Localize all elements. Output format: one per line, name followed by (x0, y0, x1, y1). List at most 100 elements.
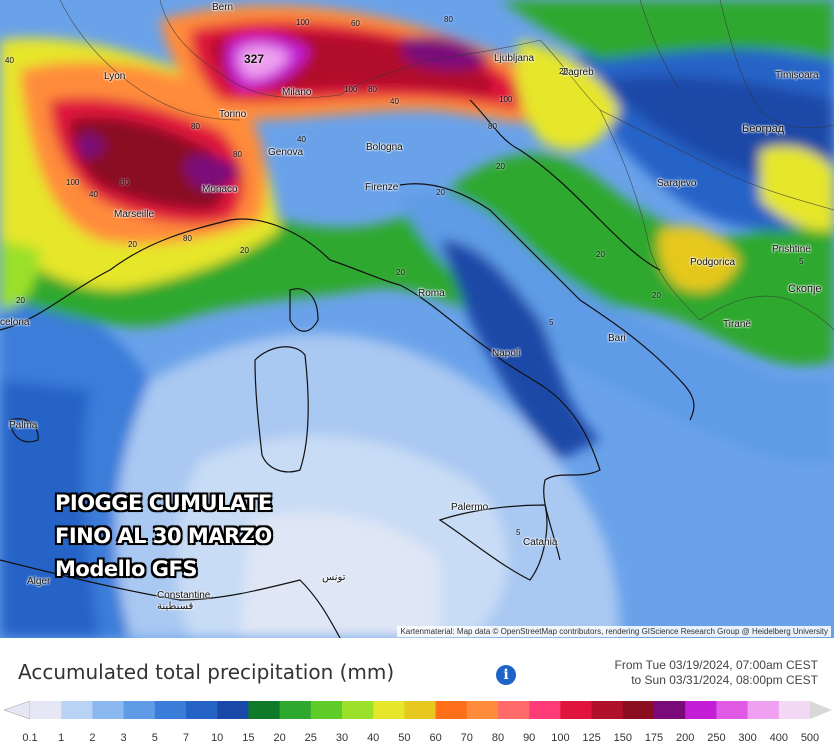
contour-label: 80 (488, 122, 497, 131)
contour-label: 5 (516, 528, 521, 537)
map-attribution[interactable]: Kartenmaterial: Map data © OpenStreetMap… (397, 626, 831, 637)
date-range-to: to Sun 03/31/2024, 08:00pm CEST (631, 673, 818, 687)
city-label-milano: Milano (282, 87, 312, 98)
scale-label: 100 (551, 732, 569, 744)
date-range: From Tue 03/19/2024, 07:00am CEST to Sun… (615, 658, 818, 688)
scale-label: 15 (242, 732, 254, 744)
date-range-from: From Tue 03/19/2024, 07:00am CEST (614, 658, 818, 672)
scale-label: 7 (183, 732, 189, 744)
city-label-tunis: تونس (322, 572, 346, 583)
city-label-roma: Roma (418, 288, 445, 299)
scale-arrow-right (810, 701, 832, 719)
scale-swatch (654, 701, 686, 719)
contour-label: 100 (344, 85, 358, 94)
legend-panel: Accumulated total precipitation (mm) Fro… (0, 638, 834, 748)
precipitation-map[interactable]: Bern Lyon Torino Milano Genova Monaco Ma… (0, 0, 834, 638)
contour-label: 80 (444, 15, 453, 24)
contour-label: 20 (240, 246, 249, 255)
scale-swatch (279, 701, 312, 719)
legend-title: Accumulated total precipitation (mm) (18, 660, 395, 684)
scale-label: 25 (305, 732, 317, 744)
contour-label: 327 (244, 52, 265, 66)
scale-label: 70 (461, 732, 473, 744)
city-label-beograd: Београд (742, 123, 785, 135)
scale-label: 150 (614, 732, 632, 744)
scale-label: 50 (398, 732, 410, 744)
contour-label: 100 (296, 18, 310, 27)
contour-label: 20 (436, 188, 445, 197)
scale-label: 30 (336, 732, 348, 744)
scale-swatch (560, 701, 593, 719)
scale-swatch (778, 701, 811, 719)
contour-label: 80 (120, 178, 129, 187)
city-label-catania: Catania (523, 537, 558, 548)
contour-label: 60 (351, 19, 360, 28)
scale-swatch (591, 701, 624, 719)
city-label-sarajevo: Sarajevo (657, 178, 697, 189)
info-icon[interactable]: i (496, 665, 516, 685)
precipitation-map-graphic (0, 0, 834, 638)
scale-swatch (123, 701, 156, 719)
city-label-bern: Bern (212, 2, 234, 13)
contour-label: 20 (652, 291, 661, 300)
scale-swatch (154, 701, 187, 719)
scale-swatch (186, 701, 218, 719)
scale-swatch (310, 701, 343, 719)
scale-label: 5 (152, 732, 158, 744)
scale-label: 250 (707, 732, 725, 744)
city-label-genova: Genova (268, 147, 304, 158)
scale-arrow-left (3, 700, 31, 720)
contour-label: 20 (396, 268, 405, 277)
overlay-line-2: FINO AL 30 MARZO (55, 524, 272, 548)
scale-label: 1 (58, 732, 64, 744)
city-label-lyon: Lyon (104, 71, 126, 82)
contour-label: 40 (297, 135, 306, 144)
scale-label: 20 (273, 732, 285, 744)
scale-label: 175 (645, 732, 663, 744)
city-label-monaco: Monaco (202, 184, 238, 195)
overlay-line-3: Modello GFS (55, 557, 197, 581)
scale-swatch (30, 701, 62, 719)
city-label-torino: Torino (219, 109, 247, 120)
scale-swatch (747, 701, 780, 719)
city-label-prishtine: Prishtinë (772, 244, 811, 255)
city-label-barcelona: celona (0, 317, 30, 328)
city-label-napoli: Napoli (492, 348, 521, 359)
contour-label: 40 (5, 56, 14, 65)
city-label-palma: Palma (9, 420, 38, 431)
contour-label: 20 (128, 240, 137, 249)
scale-swatch (466, 701, 499, 719)
contour-label: 20 (496, 162, 505, 171)
scale-swatch (404, 701, 437, 719)
contour-label: 20 (596, 250, 605, 259)
scale-label: 2 (89, 732, 95, 744)
scale-label: 90 (523, 732, 535, 744)
scale-swatch (373, 701, 405, 719)
scale-swatch (529, 701, 561, 719)
contour-label: 20 (16, 296, 25, 305)
scale-label: 10 (211, 732, 223, 744)
map-overlay-title: PIOGGE CUMULATE FINO AL 30 MARZO Modello… (55, 487, 272, 586)
scale-label: 40 (367, 732, 379, 744)
city-label-tirane: Tiranë (723, 319, 751, 330)
contour-label: 80 (191, 122, 200, 131)
scale-swatch (342, 701, 374, 719)
scale-label: 400 (770, 732, 788, 744)
city-label-ljubljana: Ljubljana (494, 53, 535, 64)
contour-label: 5 (549, 318, 554, 327)
contour-label: 100 (66, 178, 80, 187)
contour-label: 100 (499, 95, 513, 104)
precipitation-color-scale: 0.1 1 2 3 5 7 10 15 20 25 30 40 50 60 70 80 90 100 125 150 1… (3, 700, 832, 744)
scale-label: 3 (121, 732, 127, 744)
city-label-firenze: Firenze (365, 182, 399, 193)
city-label-constantine: Constantine قسنطينة (157, 590, 211, 612)
city-label-timisoara: Timișoara (775, 70, 819, 81)
city-label-bari: Bari (608, 333, 626, 344)
contour-label: 40 (89, 190, 98, 199)
scale-swatch (685, 701, 717, 719)
city-label-marseille: Marseille (114, 209, 155, 220)
city-label-palermo: Palermo (451, 502, 489, 513)
scale-swatch (92, 701, 125, 719)
contour-label: 5 (799, 257, 804, 266)
scale-label: 200 (676, 732, 694, 744)
